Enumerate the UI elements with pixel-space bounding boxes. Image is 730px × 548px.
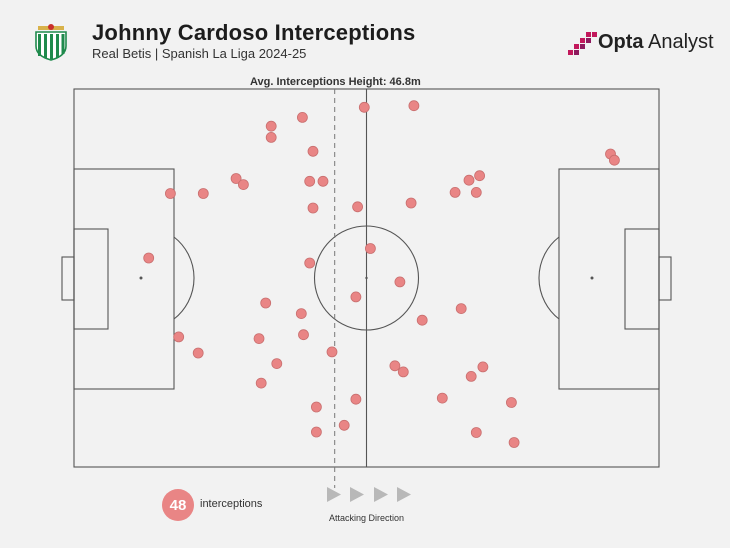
avg-height-label: Avg. Interceptions Height: 46.8m <box>250 76 421 88</box>
attacking-direction-label: Attacking Direction <box>329 513 405 523</box>
interception-point <box>463 174 475 186</box>
interception-point <box>255 377 267 389</box>
left-six-yard-box <box>73 228 109 330</box>
interception-point <box>237 179 249 191</box>
interception-point <box>265 120 277 132</box>
interception-point <box>508 437 520 448</box>
chart-subtitle: Real Betis | Spanish La Liga 2024-25 <box>92 46 307 61</box>
brand-name: Opta Analyst <box>598 31 714 54</box>
interception-point <box>505 397 517 408</box>
brand-name-bold: Opta <box>598 31 644 53</box>
interception-point <box>295 308 307 320</box>
interception-point <box>389 360 401 372</box>
opta-analyst-logo-icon <box>568 32 597 55</box>
interception-point <box>230 173 242 184</box>
header: Johnny Cardoso Interceptions Real Betis … <box>0 0 730 80</box>
interception-point <box>260 297 272 309</box>
interception-point <box>197 188 209 199</box>
right-penalty-spot <box>590 276 594 280</box>
left-goal <box>61 256 75 301</box>
left-penalty-spot <box>139 276 143 280</box>
centre-spot <box>365 276 368 280</box>
interception-count-badge: 48 <box>162 489 194 521</box>
interception-point <box>465 370 477 382</box>
interception-point <box>470 427 482 438</box>
attacking-direction-arrows <box>327 487 411 502</box>
interception-point <box>271 358 283 370</box>
interception-point <box>298 329 309 341</box>
interception-point <box>350 393 362 405</box>
interception-point <box>397 366 409 378</box>
interception-point <box>474 170 486 182</box>
interception-point <box>265 131 277 143</box>
interception-point <box>173 331 185 343</box>
centre-circle <box>313 225 420 331</box>
right-penalty-area <box>558 168 660 390</box>
interception-point <box>317 175 329 187</box>
interception-point <box>307 145 319 157</box>
brand-name-light: Analyst <box>643 31 714 53</box>
interception-point <box>338 419 350 431</box>
play-arrow-icon <box>350 487 364 502</box>
interception-point <box>304 175 316 187</box>
interception-point <box>394 276 406 288</box>
interception-count-label: interceptions <box>200 498 263 510</box>
interception-point <box>326 346 338 358</box>
interception-point <box>405 197 417 209</box>
interception-point <box>358 101 370 113</box>
left-penalty-area <box>73 168 175 390</box>
interception-point <box>477 361 489 373</box>
interception-point <box>143 252 155 264</box>
real-betis-crest-icon <box>35 24 67 61</box>
interception-points <box>143 100 620 448</box>
interception-point <box>350 291 362 303</box>
interception-point <box>408 100 420 112</box>
interception-point <box>307 202 319 214</box>
interception-point <box>304 257 316 269</box>
interception-point <box>455 303 467 315</box>
interception-point <box>416 314 428 326</box>
interception-point <box>609 154 620 166</box>
interception-point <box>449 186 461 198</box>
interception-point <box>352 201 364 213</box>
interception-point <box>364 243 376 254</box>
interception-point <box>253 333 265 345</box>
interception-point <box>470 186 482 198</box>
interception-point <box>164 188 176 199</box>
play-arrow-icon <box>327 487 341 502</box>
chart-title: Johnny Cardoso Interceptions <box>92 20 416 45</box>
left-penalty-arc <box>173 236 195 320</box>
right-goal <box>658 256 672 301</box>
interception-point <box>296 112 308 123</box>
right-penalty-arc <box>538 236 560 320</box>
interception-point <box>192 347 204 359</box>
interception-point <box>310 426 322 438</box>
interception-point <box>310 401 322 413</box>
play-arrow-icon <box>397 487 411 502</box>
interception-point <box>436 392 448 404</box>
right-six-yard-box <box>624 228 660 330</box>
play-arrow-icon <box>374 487 388 502</box>
